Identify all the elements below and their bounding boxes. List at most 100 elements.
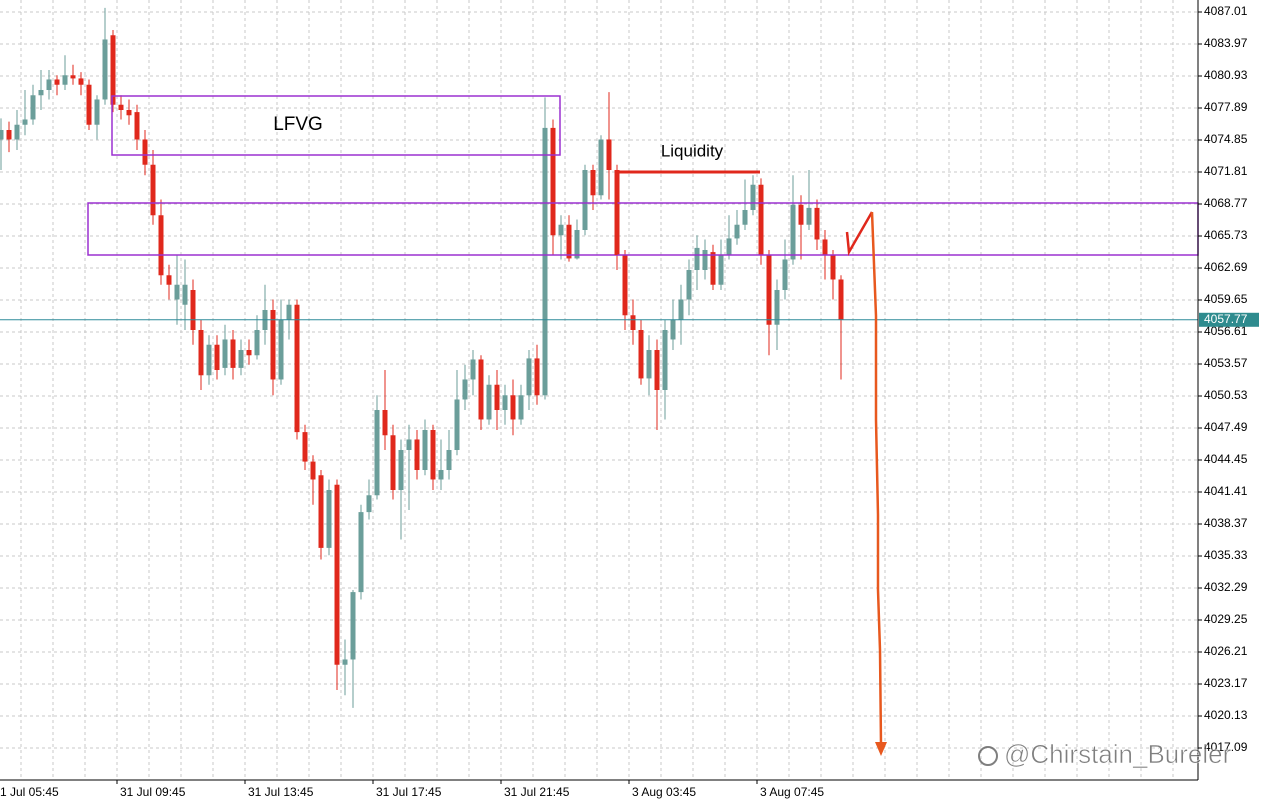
candle-body bbox=[678, 299, 684, 320]
y-tick-label: 4056.61 bbox=[1204, 324, 1248, 338]
candle-body bbox=[38, 90, 44, 96]
candle-body bbox=[118, 104, 124, 110]
candle-body bbox=[222, 339, 228, 368]
x-tick-label: 1 Jul 05:45 bbox=[0, 785, 59, 799]
candle-body bbox=[806, 207, 812, 225]
candle-body bbox=[78, 78, 84, 85]
candle-body bbox=[622, 255, 628, 316]
candle-body bbox=[326, 490, 332, 548]
candle-body bbox=[510, 395, 516, 420]
x-tick-label: 3 Aug 03:45 bbox=[632, 785, 696, 799]
candle-body bbox=[830, 255, 836, 280]
watermark-icon bbox=[978, 746, 998, 766]
y-tick-label: 4062.69 bbox=[1204, 260, 1248, 274]
annotation-label: LFVG bbox=[273, 114, 323, 135]
projection-zigzag bbox=[845, 211, 874, 256]
candle-body bbox=[374, 410, 380, 496]
y-tick-label: 4038.37 bbox=[1204, 516, 1248, 530]
candle-body bbox=[494, 384, 500, 410]
candle-body bbox=[62, 75, 68, 85]
candle-body bbox=[46, 79, 52, 90]
candle-body bbox=[158, 215, 164, 276]
candle-body bbox=[0, 130, 4, 140]
candle-body bbox=[182, 284, 188, 305]
lfvg-zone bbox=[111, 95, 561, 156]
y-tick-label: 4041.41 bbox=[1204, 484, 1248, 498]
candle-body bbox=[534, 358, 540, 396]
y-tick-label: 4044.45 bbox=[1204, 452, 1248, 466]
y-tick-label: 4053.57 bbox=[1204, 356, 1248, 370]
candle-body bbox=[774, 290, 780, 325]
candle-body bbox=[14, 124, 20, 140]
candle-body bbox=[574, 230, 580, 259]
candle-body bbox=[358, 512, 364, 593]
y-tick-label: 4029.25 bbox=[1204, 612, 1248, 626]
candle-body bbox=[446, 450, 452, 470]
candle-body bbox=[654, 350, 660, 390]
candle-body bbox=[838, 279, 844, 320]
candle-body bbox=[398, 450, 404, 490]
candle-body bbox=[766, 255, 772, 325]
y-tick-label: 4017.09 bbox=[1204, 740, 1248, 754]
candle-body bbox=[518, 395, 524, 420]
current-price-label: 4057.77 bbox=[1204, 312, 1248, 326]
candle-body bbox=[734, 224, 740, 239]
candle-body bbox=[646, 350, 652, 379]
candle-body bbox=[22, 119, 28, 125]
axis-layer: 4087.01 4083.97 4080.93 4077.89 4074.85 4071.… bbox=[0, 4, 1259, 799]
candle-body bbox=[598, 139, 604, 196]
candle-body bbox=[438, 470, 444, 480]
candle-body bbox=[758, 184, 764, 256]
candle-body bbox=[550, 127, 556, 236]
candle-body bbox=[166, 275, 172, 285]
y-tick-label: 4065.73 bbox=[1204, 228, 1248, 242]
candle-body bbox=[190, 290, 196, 330]
y-tick-label: 4050.53 bbox=[1204, 388, 1248, 402]
grid-layer bbox=[0, 0, 1198, 780]
candle-body bbox=[742, 210, 748, 225]
y-tick-label: 4020.13 bbox=[1204, 708, 1248, 722]
candle-body bbox=[110, 35, 116, 105]
candle-body bbox=[486, 384, 492, 420]
candle-body bbox=[142, 139, 148, 165]
candle-body bbox=[462, 379, 468, 400]
candle-body bbox=[630, 315, 636, 330]
candle-body bbox=[310, 461, 316, 480]
candle-body bbox=[662, 330, 668, 390]
candle-body bbox=[502, 395, 508, 410]
candle-body bbox=[238, 350, 244, 368]
y-tick-label: 4032.29 bbox=[1204, 580, 1248, 594]
y-tick-label: 4087.01 bbox=[1204, 4, 1248, 18]
candle-body bbox=[246, 350, 252, 356]
candle-body bbox=[686, 270, 692, 300]
candle-body bbox=[422, 430, 428, 470]
x-tick-label: 31 Jul 09:45 bbox=[120, 785, 186, 799]
candle-body bbox=[302, 432, 308, 462]
candle-body bbox=[126, 110, 132, 116]
y-tick-label: 4047.49 bbox=[1204, 420, 1248, 434]
annotation-label: Liquidity bbox=[661, 141, 724, 160]
watermark-text: @Chirstain_Bureler bbox=[1004, 739, 1232, 769]
candle-body bbox=[6, 130, 12, 140]
candle-body bbox=[582, 170, 588, 230]
y-tick-label: 4068.77 bbox=[1204, 196, 1248, 210]
y-tick-label: 4077.89 bbox=[1204, 100, 1248, 114]
x-tick-label: 31 Jul 21:45 bbox=[504, 785, 570, 799]
candle-body bbox=[382, 410, 388, 436]
candle-body bbox=[814, 207, 820, 240]
current-price-box bbox=[1199, 312, 1259, 327]
y-tick-label: 4071.81 bbox=[1204, 164, 1248, 178]
candle-body bbox=[430, 430, 436, 480]
projection-arrow bbox=[870, 211, 883, 746]
candle-body bbox=[70, 75, 76, 79]
candle-body bbox=[86, 84, 92, 125]
arrow-head bbox=[875, 742, 887, 756]
candle-body bbox=[566, 224, 572, 259]
y-tick-label: 4023.17 bbox=[1204, 676, 1248, 690]
x-tick-label: 31 Jul 17:45 bbox=[376, 785, 442, 799]
y-tick-label: 4074.85 bbox=[1204, 132, 1248, 146]
candle-body bbox=[390, 435, 396, 490]
candle-body bbox=[206, 344, 212, 376]
